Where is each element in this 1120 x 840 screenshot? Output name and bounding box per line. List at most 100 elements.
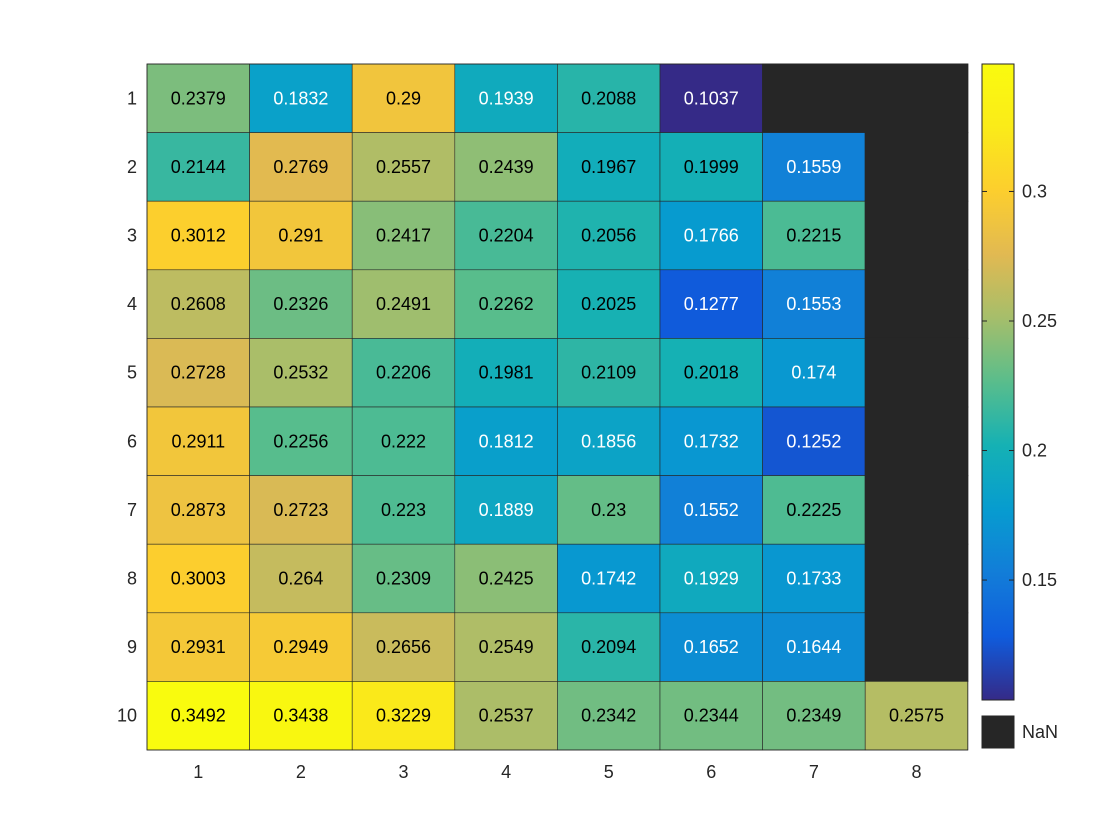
y-tick-label: 9	[127, 637, 137, 657]
heatmap-cell	[454, 63, 558, 133]
cell-value-label: 0.1552	[684, 500, 739, 520]
cell-value-label: 0.2549	[479, 637, 534, 657]
cell-value-label: 0.2575	[889, 706, 944, 726]
heatmap-cell	[351, 200, 456, 271]
heatmap-cell	[454, 200, 558, 271]
cell-value-label: 0.2769	[273, 157, 328, 177]
cell-value-label: 0.2256	[273, 431, 328, 451]
heatmap-cell	[762, 612, 866, 682]
heatmap-cell	[146, 543, 250, 614]
heatmap-cell	[454, 338, 558, 408]
cell-value-label: 0.1252	[786, 431, 841, 451]
heatmap-cell	[659, 612, 763, 682]
cell-value-label: 0.2557	[376, 157, 431, 177]
cell-value-label: 0.1733	[786, 569, 841, 589]
cell-value-label: 0.2728	[171, 363, 226, 383]
heatmap-cell	[454, 612, 558, 682]
y-tick-label: 3	[127, 226, 137, 246]
cell-value-label: 0.2379	[171, 88, 226, 108]
heatmap-cell	[659, 200, 763, 271]
heatmap-frame	[146, 63, 969, 751]
cell-value-label: 0.23	[591, 500, 626, 520]
heatmap-cell	[454, 475, 558, 545]
heatmap-cell	[146, 269, 250, 339]
cell-value-label: 0.2056	[581, 226, 636, 246]
cell-value-label: 0.2873	[171, 500, 226, 520]
cell-value-label: 0.2532	[273, 363, 328, 383]
cell-value-label: 0.2144	[171, 157, 226, 177]
heatmap-cell	[454, 406, 558, 476]
cell-value-label: 0.264	[278, 569, 323, 589]
x-tick-label: 8	[911, 762, 921, 782]
cell-value-label: 0.1277	[684, 294, 739, 314]
heatmap-cell	[249, 338, 353, 408]
cell-value-label: 0.2723	[273, 500, 328, 520]
heatmap-cell	[249, 475, 353, 545]
cell-value-label: 0.2018	[684, 363, 739, 383]
heatmap-cell	[351, 543, 456, 614]
cell-value-label: 0.2425	[479, 569, 534, 589]
cell-value-label: 0.1967	[581, 157, 636, 177]
cell-value-label: 0.3012	[171, 226, 226, 246]
heatmap-cell	[659, 681, 763, 751]
nan-legend-label: NaN	[1022, 722, 1058, 742]
cell-value-label: 0.223	[381, 500, 426, 520]
cell-value-label: 0.3492	[171, 706, 226, 726]
y-tick-label: 4	[127, 294, 137, 314]
heatmap-cell	[557, 269, 661, 339]
cell-value-label: 0.1999	[684, 157, 739, 177]
x-tick-label: 7	[809, 762, 819, 782]
colorbar-tick-label: 0.25	[1022, 311, 1057, 331]
cell-value-label: 0.3438	[273, 706, 328, 726]
colorbar-tick-label: 0.3	[1022, 181, 1047, 201]
heatmap-cell-nan	[864, 132, 969, 202]
cell-value-label: 0.2931	[171, 637, 226, 657]
cell-value-labels: 0.2379 0.1832 0.29 0.1939 0.2088 0.1037 0.2144…	[171, 88, 944, 725]
x-axis-ticks: 1 2 3 4 5 6 7 8	[193, 762, 921, 782]
cell-value-label: 0.1037	[684, 88, 739, 108]
heatmap-cell-nan	[864, 63, 969, 134]
heatmap-cell	[864, 681, 969, 751]
heatmap-cell	[146, 406, 250, 476]
cell-value-label: 0.2109	[581, 363, 636, 383]
colorbar: 0.15 0.2 0.25 0.3 NaN	[981, 63, 1058, 749]
cell-value-label: 0.2344	[684, 706, 739, 726]
cell-value-label: 0.2025	[581, 294, 636, 314]
cell-value-label: 0.2491	[376, 294, 431, 314]
heatmap-cell	[762, 475, 866, 545]
heatmap-cell	[762, 132, 866, 202]
heatmap-cell	[249, 543, 353, 614]
cell-value-label: 0.2911	[171, 431, 225, 451]
heatmap-cell-nan	[864, 543, 969, 614]
heatmap-cells	[146, 63, 969, 751]
cell-value-label: 0.1652	[684, 637, 739, 657]
x-tick-label: 3	[398, 762, 408, 782]
heatmap-cell	[351, 269, 456, 339]
heatmap-cell-nan	[864, 337, 969, 408]
heatmap-cell-nan	[864, 269, 969, 339]
y-axis-ticks: 1 2 3 4 5 6 7 8 9 10	[117, 88, 137, 725]
cell-value-label: 0.2349	[786, 706, 841, 726]
heatmap-cell	[659, 406, 763, 476]
y-tick-label: 10	[117, 706, 137, 726]
x-tick-label: 4	[501, 762, 511, 782]
cell-value-label: 0.1644	[786, 637, 841, 657]
cell-value-label: 0.2204	[479, 226, 534, 246]
cell-value-label: 0.2262	[479, 294, 534, 314]
colorbar-tick-label: 0.15	[1022, 570, 1057, 590]
heatmap-cell	[557, 406, 661, 476]
colorbar-gradient	[981, 63, 1015, 701]
y-tick-label: 7	[127, 500, 137, 520]
heatmap-cell	[762, 200, 866, 271]
y-tick-label: 6	[127, 431, 137, 451]
y-tick-label: 5	[127, 363, 137, 383]
colorbar-tick-label: 0.2	[1022, 441, 1047, 461]
x-tick-label: 6	[706, 762, 716, 782]
nan-legend-swatch	[981, 715, 1015, 749]
heatmap-cell	[146, 475, 250, 545]
heatmap-cell	[249, 132, 353, 202]
cell-value-label: 0.3003	[171, 569, 226, 589]
cell-value-label: 0.1742	[581, 569, 636, 589]
heatmap-cell	[659, 132, 763, 202]
